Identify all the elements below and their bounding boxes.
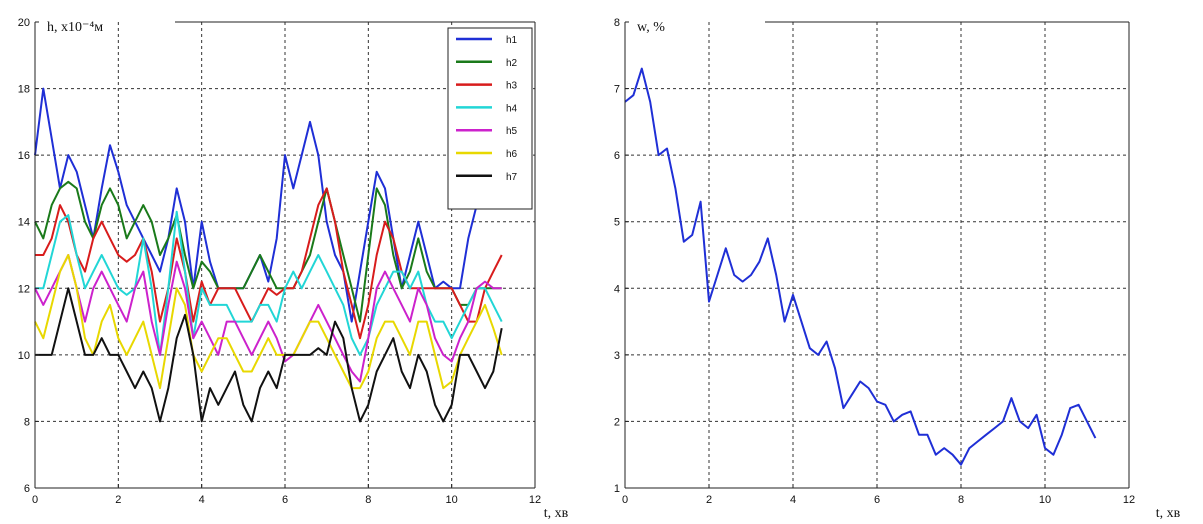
y-tick-label: 7 xyxy=(614,84,620,96)
y-tick-label: 6 xyxy=(614,150,620,162)
y-axis-label: w, % xyxy=(637,20,665,35)
x-tick-label: 0 xyxy=(622,494,628,506)
legend: h1 h2 h3 h4 h5 h6 h7 xyxy=(447,27,533,210)
legend-label-h5: h5 xyxy=(506,126,518,137)
y-tick-label: 8 xyxy=(614,17,620,29)
legend-label-h7: h7 xyxy=(506,172,518,183)
y-tick-label: 5 xyxy=(614,217,620,229)
series-line-w-0 xyxy=(624,67,1097,466)
x-tick-label: 8 xyxy=(365,494,371,506)
x-axis-label: t, хв xyxy=(1156,506,1181,521)
x-tick-label: 0 xyxy=(32,494,38,506)
x-tick-label: 4 xyxy=(199,494,205,506)
y-tick-label: 12 xyxy=(18,283,30,295)
y-tick-label: 20 xyxy=(18,17,30,29)
y-tick-label: 4 xyxy=(614,283,620,295)
y-tick-label: 3 xyxy=(614,350,620,362)
x-tick-label: 2 xyxy=(115,494,121,506)
y-axis-label: h, x10⁻⁴м xyxy=(47,20,103,35)
x-tick-label: 6 xyxy=(874,494,880,506)
x-axis-label: t, хв xyxy=(544,506,569,521)
x-tick-label: 12 xyxy=(1123,494,1135,506)
legend-label-h1: h1 xyxy=(506,35,518,46)
legend-label-h3: h3 xyxy=(506,81,518,92)
legend-label-h4: h4 xyxy=(506,103,518,114)
x-tick-label: 10 xyxy=(446,494,458,506)
legend-box xyxy=(447,27,533,210)
y-tick-label: 2 xyxy=(614,416,620,428)
x-tick-label: 2 xyxy=(706,494,712,506)
y-tick-label: 18 xyxy=(18,84,30,96)
y-tick-label: 10 xyxy=(18,350,30,362)
series-line-h5 xyxy=(34,254,502,383)
x-tick-label: 4 xyxy=(790,494,796,506)
y-tick-label: 6 xyxy=(24,483,30,495)
series-line-h3 xyxy=(35,187,503,340)
x-tick-label: 8 xyxy=(958,494,964,506)
y-tick-label: 16 xyxy=(18,150,30,162)
series-line-h2 xyxy=(34,180,502,323)
y-tick-label: 14 xyxy=(18,217,30,229)
series-line-h4 xyxy=(35,210,503,356)
legend-label-h2: h2 xyxy=(506,58,518,69)
series-line-h7 xyxy=(35,287,503,423)
y-tick-label: 8 xyxy=(24,416,30,428)
x-tick-label: 12 xyxy=(529,494,541,506)
series-line-h6 xyxy=(34,254,503,390)
series-line-h1 xyxy=(34,87,503,323)
x-tick-label: 10 xyxy=(1039,494,1051,506)
legend-label-h6: h6 xyxy=(506,149,518,160)
y-tick-label: 1 xyxy=(614,483,620,495)
x-tick-label: 6 xyxy=(282,494,288,506)
